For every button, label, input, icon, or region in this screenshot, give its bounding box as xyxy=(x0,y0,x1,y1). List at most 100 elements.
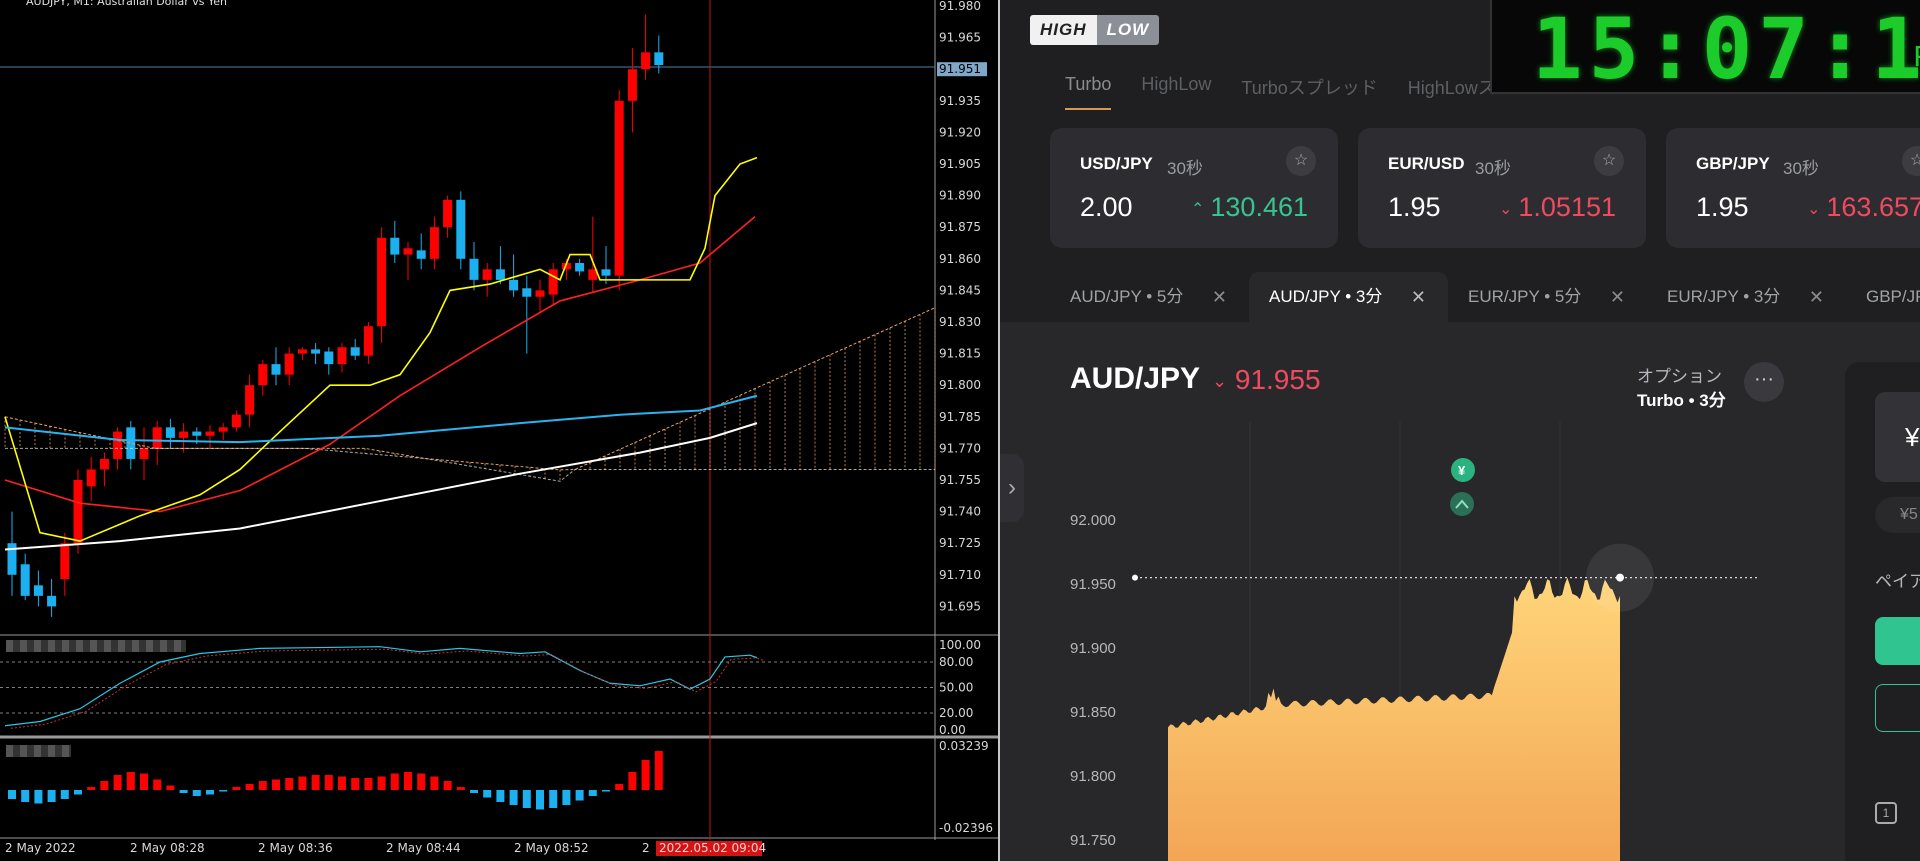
macd-bar xyxy=(338,776,346,790)
category-tab[interactable]: Turbo xyxy=(1065,74,1112,110)
asset-card[interactable]: USD/JPY 30秒 ☆ 2.00 ⌃ 130.461 xyxy=(1050,128,1338,248)
card-pair: USD/JPY xyxy=(1080,154,1153,173)
candle xyxy=(627,48,637,133)
option-label: オプション xyxy=(1637,367,1722,386)
low-button[interactable] xyxy=(1875,684,1920,732)
ellipsis-icon: ··· xyxy=(1754,368,1774,390)
candle xyxy=(377,227,387,344)
time-tick-label: 2 xyxy=(642,841,650,855)
macd-bar xyxy=(60,790,69,799)
price-tick-label: 91.800 xyxy=(939,378,981,392)
more-options-button[interactable]: ··· xyxy=(1744,362,1784,402)
one-click-icon[interactable]: 1 xyxy=(1875,802,1897,824)
star-icon[interactable]: ☆ xyxy=(1286,146,1316,176)
kijun-line xyxy=(4,216,756,513)
asset-tab-label: AUD/JPY • 5分 xyxy=(1070,287,1184,306)
chart-y-label: 91.850 xyxy=(1070,704,1116,721)
card-payout: 1.95 xyxy=(1696,192,1749,222)
macd-bar xyxy=(285,778,294,790)
asset-card[interactable]: EUR/USD 30秒 ☆ 1.95 ⌄ 1.05151 xyxy=(1358,128,1646,248)
highlow-logo[interactable]: HIGH LOW xyxy=(1030,15,1160,45)
chart-y-label: 91.800 xyxy=(1070,768,1116,785)
chart-y-label: 92.000 xyxy=(1070,512,1116,529)
moving-average-white xyxy=(4,422,758,551)
mt-chart-canvas[interactable]: 91.980 91.965 91.951 91.935 91.920 91.905 91.8… xyxy=(0,0,1000,861)
close-icon[interactable]: ✕ xyxy=(1609,287,1625,307)
card-pair: GBP/JPY xyxy=(1696,154,1770,173)
macd-bar xyxy=(258,781,267,790)
trading-panel: › AUD/JPY ⌄ 91.955 オプション Turbo • 3分 ··· … xyxy=(1000,322,1920,861)
down-arrow-icon: ⌄ xyxy=(1212,371,1228,392)
candle xyxy=(33,570,43,607)
clock-time: 15:07:14 xyxy=(1532,0,1920,98)
close-icon[interactable]: ✕ xyxy=(1410,287,1426,307)
logo-high-text: HIGH xyxy=(1030,15,1097,45)
macd-bar xyxy=(509,790,518,805)
macd-bar xyxy=(140,773,148,790)
macd-bar xyxy=(549,790,558,808)
payout-label: ペイア xyxy=(1875,572,1920,591)
candle xyxy=(456,191,466,270)
price-area-chart[interactable]: 92.000 91.950 91.900 91.850 91.800 91.750 ¥ xyxy=(1000,422,1760,861)
time-tick-label: 2 May 08:44 xyxy=(386,841,461,855)
entry-marker-high[interactable] xyxy=(1450,492,1474,516)
macd-bar xyxy=(311,775,320,790)
trade-sidebar: ¥ ¥5 ペイア 1 xyxy=(1845,362,1920,861)
price-tick-label: 91.951 xyxy=(939,62,981,76)
macd-bar xyxy=(87,787,96,790)
asset-card[interactable]: GBP/JPY 30秒 ☆ 1.95 ⌄ 163.657 xyxy=(1666,128,1920,248)
candle xyxy=(363,322,373,365)
digital-clock-overlay: 15:07:14 P xyxy=(1490,0,1920,98)
macd-bar xyxy=(245,784,254,790)
chevron-right-icon: › xyxy=(1008,474,1016,501)
asset-tab-label: GBP/JP xyxy=(1866,287,1920,306)
investment-amount-input[interactable]: ¥ xyxy=(1875,392,1920,482)
macd-bar xyxy=(324,775,333,790)
price-tick-label: 91.965 xyxy=(939,31,981,45)
asset-tab[interactable]: AUD/JPY • 5分 ✕ xyxy=(1050,272,1249,322)
macd-bar xyxy=(443,781,452,790)
candle xyxy=(601,246,611,285)
chart-y-label: 91.750 xyxy=(1070,832,1116,849)
card-expiry: 30秒 xyxy=(1475,159,1511,178)
asset-tab[interactable]: EUR/JPY • 3分 ✕ xyxy=(1647,272,1846,322)
stoch-tick-label: 20.00 xyxy=(939,706,973,720)
price-tick-label: 91.815 xyxy=(939,347,981,361)
price-tick-label: 91.785 xyxy=(939,410,981,424)
candle xyxy=(416,233,426,270)
macd-bar xyxy=(8,790,16,799)
candle xyxy=(443,195,453,238)
option-value: Turbo • 3分 xyxy=(1637,391,1726,410)
card-rate-value: 130.461 xyxy=(1210,192,1308,222)
quick-amount-button[interactable]: ¥5 xyxy=(1875,497,1920,533)
asset-tab[interactable]: GBP/JP xyxy=(1846,272,1920,322)
entry-marker-label: ¥ xyxy=(1458,463,1466,478)
category-tab[interactable]: Turboスプレッド xyxy=(1241,78,1378,98)
close-icon[interactable]: ✕ xyxy=(1808,287,1824,307)
ichimoku-cloud xyxy=(4,307,936,482)
star-icon[interactable]: ☆ xyxy=(1594,146,1624,176)
time-tick-label: 2 May 08:52 xyxy=(514,841,589,855)
metatrader-chart-window[interactable]: 91.980 91.965 91.951 91.935 91.920 91.905 91.8… xyxy=(0,0,1000,861)
category-tab[interactable]: HighLowス xyxy=(1407,78,1496,98)
candle xyxy=(641,14,651,80)
macd-bar xyxy=(536,790,544,810)
card-payout: 2.00 xyxy=(1080,192,1133,222)
asset-tab-label: EUR/JPY • 5分 xyxy=(1468,287,1582,306)
candle xyxy=(390,220,400,264)
card-payout: 1.95 xyxy=(1388,192,1441,222)
macd-tick-label: 0.03239 xyxy=(939,739,989,753)
asset-tab[interactable]: AUD/JPY • 3分 ✕ xyxy=(1249,272,1448,322)
expand-sidebar-button[interactable]: › xyxy=(1000,454,1024,522)
candle xyxy=(245,374,255,428)
price-tick-label: 91.935 xyxy=(939,94,981,108)
cursor-time-label: 2022.05.02 09:04 xyxy=(659,841,766,855)
chart-y-label: 91.900 xyxy=(1070,640,1116,657)
macd-bar xyxy=(654,751,663,790)
entry-marker[interactable] xyxy=(1451,458,1475,482)
close-icon[interactable]: ✕ xyxy=(1211,287,1227,307)
category-tab[interactable]: HighLow xyxy=(1141,74,1212,94)
high-button[interactable] xyxy=(1875,617,1920,665)
asset-tab[interactable]: EUR/JPY • 5分 ✕ xyxy=(1448,272,1647,322)
star-icon[interactable]: ☆ xyxy=(1902,146,1920,176)
